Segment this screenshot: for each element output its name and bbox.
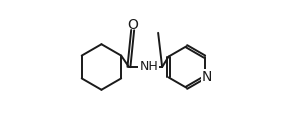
Text: O: O [127,18,138,32]
Text: NH: NH [139,60,158,74]
Text: N: N [202,70,212,84]
